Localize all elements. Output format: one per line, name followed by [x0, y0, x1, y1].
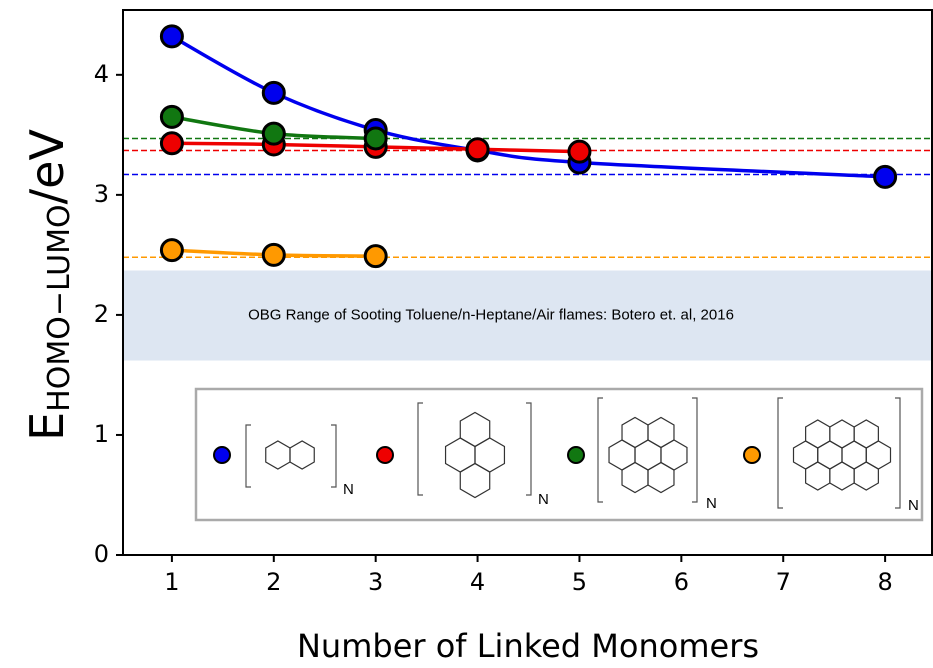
molecule-ring	[853, 461, 879, 491]
bracket	[597, 397, 603, 503]
y-label-sub: HOMO−LUMO	[42, 204, 77, 411]
x-tick-label: 3	[368, 568, 383, 596]
x-axis-label: Number of Linked Monomers	[297, 627, 759, 665]
bracket	[777, 397, 783, 509]
data-point	[363, 126, 388, 151]
legend-marker	[376, 446, 394, 464]
x-tick-label: 4	[470, 568, 485, 596]
y-tick-label: 2	[94, 300, 109, 328]
repeat-label: N	[343, 481, 354, 498]
repeat-label: N	[706, 495, 717, 512]
data-point	[261, 242, 286, 267]
y-tick-label: 1	[94, 420, 109, 448]
y-label-main: E	[20, 412, 74, 441]
data-point	[363, 244, 388, 269]
data-point	[159, 104, 184, 129]
data-point	[465, 137, 490, 162]
annotation: OBG Range of Sooting Toluene/n-Heptane/A…	[248, 306, 734, 323]
y-tick-label: 3	[94, 180, 109, 208]
molecule-ring	[647, 461, 675, 494]
y-label-suffix: /eV	[20, 129, 74, 205]
data-point	[261, 80, 286, 105]
bracket	[692, 397, 698, 503]
x-tick-label: 2	[266, 568, 281, 596]
bracket	[526, 402, 532, 496]
molecule-ring	[289, 440, 315, 470]
x-tick-label: 6	[674, 568, 689, 596]
molecule-ring	[459, 462, 491, 499]
x-tick-label: 7	[776, 568, 791, 596]
bracket	[245, 424, 251, 488]
y-axis-label: EHOMO−LUMO/eV	[20, 129, 77, 441]
legend-marker	[743, 446, 761, 464]
repeat-label: N	[538, 491, 549, 508]
data-point	[873, 164, 898, 189]
data-point	[261, 121, 286, 146]
bracket	[331, 424, 337, 488]
plot-frame	[122, 9, 933, 556]
fit-line	[171, 34, 886, 179]
data-point	[159, 131, 184, 156]
y-tick-label: 0	[94, 540, 109, 568]
legend-marker	[213, 446, 231, 464]
data-point	[159, 238, 184, 263]
obg-band	[123, 270, 933, 361]
legend	[194, 387, 924, 522]
legend-marker	[567, 446, 585, 464]
data-point	[159, 24, 184, 49]
data-point	[567, 139, 592, 164]
repeat-label: N	[908, 497, 919, 514]
x-tick-label: 8	[877, 568, 892, 596]
x-tick-label: 5	[572, 568, 587, 596]
y-tick-label: 4	[94, 60, 109, 88]
x-tick-label: 1	[164, 568, 179, 596]
bracket	[417, 402, 423, 496]
bracket	[895, 397, 901, 509]
